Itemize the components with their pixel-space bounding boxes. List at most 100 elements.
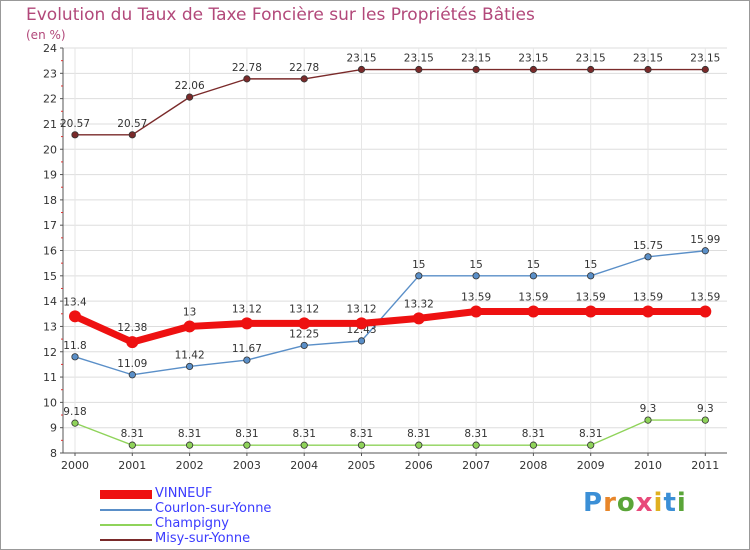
logo-letter: i: [653, 488, 664, 518]
y-tick-label: 10: [43, 396, 57, 409]
data-label: 8.31: [293, 428, 316, 440]
data-label: 23.15: [346, 53, 376, 65]
data-point: [186, 362, 194, 371]
data-label: 13.59: [461, 292, 491, 304]
data-point: [701, 247, 709, 255]
data-point: [71, 419, 79, 427]
logo-letter: P: [583, 488, 604, 518]
data-label: 13.12: [232, 303, 262, 315]
y-tick-label: 13: [43, 320, 57, 333]
x-tick-label: 2001: [118, 459, 146, 472]
y-tick-label: 14: [43, 295, 57, 308]
data-label: 23.15: [690, 53, 720, 65]
data-point: [701, 65, 709, 74]
data-label: 11.8: [63, 340, 86, 352]
y-tick-label: 23: [43, 67, 57, 80]
data-point: [126, 336, 139, 349]
data-point: [186, 93, 194, 101]
data-label: 9.3: [640, 403, 657, 415]
x-tick-label: 2010: [634, 459, 662, 472]
data-label: 8.31: [464, 428, 487, 440]
legend-label: VINNEUF: [155, 486, 213, 501]
y-tick-label: 19: [43, 169, 57, 182]
data-point: [412, 312, 425, 325]
data-point: [644, 253, 652, 261]
data-point: [644, 65, 652, 74]
data-label: 22.06: [175, 80, 205, 92]
data-point: [300, 75, 308, 83]
x-tick-label: 2000: [61, 459, 89, 472]
data-point: [298, 317, 311, 330]
data-label: 20.57: [60, 118, 90, 130]
data-point: [415, 272, 423, 280]
data-label: 8.31: [235, 428, 258, 440]
data-label: 20.57: [117, 118, 147, 130]
data-point: [243, 441, 251, 449]
data-point: [128, 441, 136, 449]
legend-label: Courlon-sur-Yonne: [155, 501, 272, 516]
data-label: 8.31: [121, 428, 144, 440]
data-label: 13.59: [633, 292, 663, 304]
logo-letter: t: [663, 488, 677, 518]
logo-letter: x: [635, 488, 654, 518]
data-point: [527, 305, 540, 318]
data-point: [300, 341, 308, 350]
data-label: 13.4: [63, 296, 87, 308]
data-label: 13.59: [690, 292, 720, 304]
data-label: 23.15: [404, 53, 434, 65]
data-point: [472, 272, 480, 280]
y-tick-label: 24: [43, 42, 57, 55]
data-label: 23.15: [576, 53, 606, 65]
data-label: 13.59: [576, 292, 606, 304]
y-tick-label: 17: [43, 219, 57, 232]
data-label: 8.31: [178, 428, 201, 440]
x-tick-label: 2002: [176, 459, 204, 472]
y-tick-label: 11: [43, 371, 57, 384]
data-point: [243, 75, 251, 83]
data-point: [183, 320, 196, 333]
data-point: [128, 371, 136, 379]
y-tick-label: 18: [43, 194, 57, 207]
series-line: [75, 68, 706, 136]
data-point: [587, 441, 595, 449]
y-tick-label: 22: [43, 93, 57, 106]
x-tick-label: 2003: [233, 459, 261, 472]
data-label: 23.15: [461, 53, 491, 65]
y-tick-label: 21: [43, 118, 57, 131]
data-point: [644, 416, 652, 424]
data-point: [587, 65, 595, 74]
data-label: 13: [183, 306, 196, 318]
x-tick-label: 2006: [405, 459, 433, 472]
data-point: [701, 416, 709, 424]
data-label: 13.59: [518, 292, 548, 304]
data-label: 12.25: [289, 328, 319, 340]
y-tick-label: 12: [43, 346, 57, 359]
chart-title: Evolution du Taux de Taxe Foncière sur l…: [26, 5, 535, 25]
x-tick-label: 2009: [577, 459, 605, 472]
logo-letter: i: [676, 488, 687, 518]
data-point: [357, 65, 366, 74]
data-label: 11.09: [117, 358, 147, 370]
data-point: [186, 441, 194, 449]
data-label: 13.12: [289, 303, 319, 315]
logo-letter: r: [603, 488, 617, 518]
data-label: 12.38: [117, 322, 147, 334]
legend-label: Misy-sur-Yonne: [155, 531, 251, 546]
x-tick-label: 2005: [348, 459, 376, 472]
data-label: 13.32: [404, 298, 434, 310]
data-point: [357, 337, 366, 345]
series-line: [74, 419, 706, 446]
x-tick-label: 2011: [691, 459, 719, 472]
data-label: 15: [412, 259, 425, 271]
series-line: [73, 308, 706, 346]
x-tick-label: 2004: [290, 459, 318, 472]
data-label: 13.12: [346, 303, 376, 315]
data-point: [529, 272, 538, 280]
data-point: [529, 65, 538, 74]
x-tick-label: 2008: [519, 459, 547, 472]
data-label: 9.3: [697, 403, 714, 415]
data-point: [699, 305, 712, 318]
data-point: [529, 441, 538, 449]
